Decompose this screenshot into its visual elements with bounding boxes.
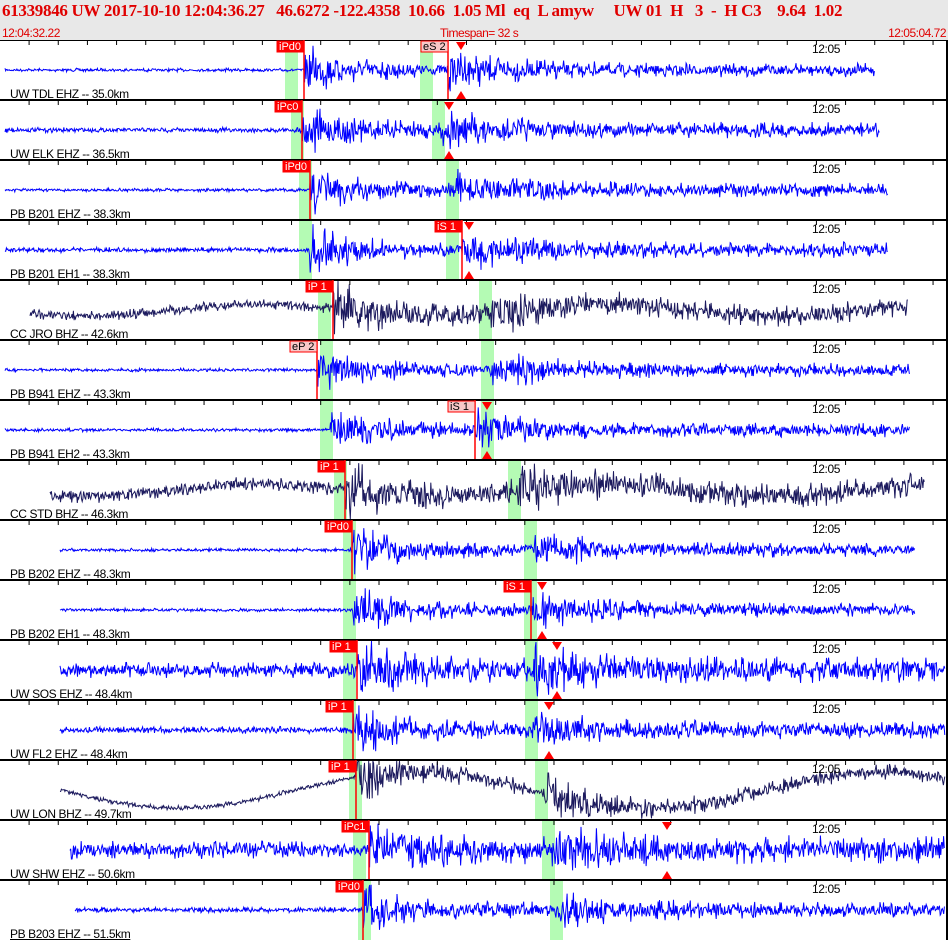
channel-panel[interactable]: 12:05 CC STD BHZ -- 46.3km iP 1	[0, 460, 948, 521]
s-pick-down-marker-icon	[537, 582, 547, 590]
timespan: Timespan= 32 s	[440, 26, 518, 40]
event-header: 61339846 UW 2017-10-10 12:04:36.27 46.62…	[0, 0, 948, 40]
channel-label: PB B202 EHZ -- 48.3km	[10, 567, 131, 581]
s-pick-down-marker-icon	[552, 642, 562, 650]
channel-panel[interactable]: 12:05 PB B202 EHZ -- 48.3km iPd0	[0, 520, 948, 581]
s-pick-up-marker-icon	[537, 631, 547, 639]
s-pick-up-marker-icon	[444, 151, 454, 159]
pick-label: iP 1	[320, 461, 339, 473]
s-pick-up-marker-icon	[544, 751, 554, 759]
minute-label: 12:05	[812, 702, 841, 716]
p-window	[320, 341, 333, 400]
pick-label: iPd0	[338, 881, 360, 893]
channel-panel[interactable]: 12:05 UW TDL EHZ -- 35.0km iPd0 eS 2	[0, 40, 948, 101]
minute-label: 12:05	[812, 822, 841, 836]
pick-label: eP 2	[292, 341, 314, 353]
channel-label: PB B202 EH1 -- 48.3km	[10, 627, 130, 641]
pick-label: iPc0	[277, 101, 298, 113]
event-summary: 61339846 UW 2017-10-10 12:04:36.27 46.62…	[2, 1, 842, 21]
pick-label: eS 2	[423, 41, 446, 53]
waveform-trace	[60, 588, 915, 629]
channel-panel[interactable]: 12:05 PB B201 EH1 -- 38.3km iS 1	[0, 220, 948, 281]
channel-panel[interactable]: 12:05 UW FL2 EHZ -- 48.4km iP 1	[0, 700, 948, 761]
pick-label: iP 1	[308, 281, 327, 293]
minute-label: 12:05	[812, 882, 841, 896]
minute-label: 12:05	[812, 462, 841, 476]
channel-panel[interactable]: 12:05 PB B202 EH1 -- 48.3km iS 1	[0, 580, 948, 641]
channel-label: UW LON BHZ -- 49.7km	[10, 807, 132, 821]
minute-label: 12:05	[812, 642, 841, 656]
channel-label: UW SOS EHZ -- 48.4km	[10, 687, 132, 701]
start-time: 12:04:32.22	[2, 26, 60, 40]
channel-label: UW ELK EHZ -- 36.5km	[10, 147, 130, 161]
minute-label: 12:05	[812, 282, 841, 296]
channel-label: CC JRO BHZ -- 42.6km	[10, 327, 128, 341]
pick-label: iP 1	[331, 761, 350, 773]
channel-panel[interactable]: 12:05 PB B941 EH2 -- 43.3km iS 1	[0, 400, 948, 461]
s-pick-down-marker-icon	[456, 42, 466, 50]
pick-label: iPd0	[279, 41, 301, 53]
channel-label: UW SHW EHZ -- 50.6km	[10, 867, 135, 881]
pick-label: iPd0	[285, 161, 307, 173]
channel-label: PB B203 EHZ -- 51.5km	[10, 927, 131, 940]
channel-label: PB B201 EH1 -- 38.3km	[10, 267, 130, 281]
end-time: 12:05:04.72	[888, 26, 946, 40]
minute-label: 12:05	[812, 402, 841, 416]
pick-label: iPc1	[344, 821, 365, 833]
channel-panel[interactable]: 12:05 UW ELK EHZ -- 36.5km iPc0	[0, 100, 948, 161]
pick-label: iP 1	[332, 641, 351, 653]
minute-label: 12:05	[812, 762, 841, 776]
s-pick-up-marker-icon	[552, 691, 562, 699]
waveform-trace	[50, 463, 924, 519]
waveform-trace	[5, 407, 909, 447]
minute-label: 12:05	[812, 522, 841, 536]
minute-label: 12:05	[812, 582, 841, 596]
waveform-trace	[30, 281, 908, 334]
s-pick-up-marker-icon	[662, 871, 672, 879]
pick-label: iPd0	[327, 521, 349, 533]
pick-label: iS 1	[450, 401, 469, 413]
s-pick-down-marker-icon	[662, 822, 672, 830]
minute-label: 12:05	[812, 42, 841, 56]
channel-label: UW FL2 EHZ -- 48.4km	[10, 747, 128, 761]
channel-label: PB B941 EHZ -- 43.3km	[10, 387, 131, 401]
s-pick-up-marker-icon	[464, 271, 474, 279]
pick-label: iP 1	[328, 701, 347, 713]
minute-label: 12:05	[812, 222, 841, 236]
s-pick-down-marker-icon	[444, 102, 454, 110]
channel-panel[interactable]: 12:05 UW SHW EHZ -- 50.6km iPc1	[0, 820, 948, 881]
channel-label: CC STD BHZ -- 46.3km	[10, 507, 128, 521]
minute-label: 12:05	[812, 162, 841, 176]
channel-panel[interactable]: 12:05 CC JRO BHZ -- 42.6km iP 1	[0, 280, 948, 341]
minute-label: 12:05	[812, 102, 841, 116]
waveform-trace	[5, 354, 909, 390]
channel-label: PB B941 EH2 -- 43.3km	[10, 447, 130, 461]
s-window	[524, 521, 537, 580]
pick-label: iS 1	[437, 221, 456, 233]
channel-label: UW TDL EHZ -- 35.0km	[10, 87, 129, 101]
channel-panel[interactable]: 12:05 UW SOS EHZ -- 48.4km iP 1	[0, 640, 948, 701]
minute-label: 12:05	[812, 342, 841, 356]
channel-label: PB B201 EHZ -- 38.3km	[10, 207, 131, 221]
channel-panel[interactable]: 12:05 UW LON BHZ -- 49.7km iP 1	[0, 760, 948, 821]
s-pick-up-marker-icon	[456, 91, 466, 99]
channel-panel[interactable]: 12:05 PB B941 EHZ -- 43.3km eP 2	[0, 340, 948, 401]
channel-panel[interactable]: 12:05 PB B203 EHZ -- 51.5km iPd0	[0, 880, 948, 940]
seismogram-panels[interactable]: 12:05 UW TDL EHZ -- 35.0km iPd0 eS 2 12:05 UW…	[0, 40, 948, 940]
channel-panel[interactable]: 12:05 PB B201 EHZ -- 38.3km iPd0	[0, 160, 948, 221]
waveform-trace	[60, 528, 915, 574]
s-pick-down-marker-icon	[544, 702, 554, 710]
s-pick-down-marker-icon	[464, 222, 474, 230]
pick-label: iS 1	[506, 581, 525, 593]
